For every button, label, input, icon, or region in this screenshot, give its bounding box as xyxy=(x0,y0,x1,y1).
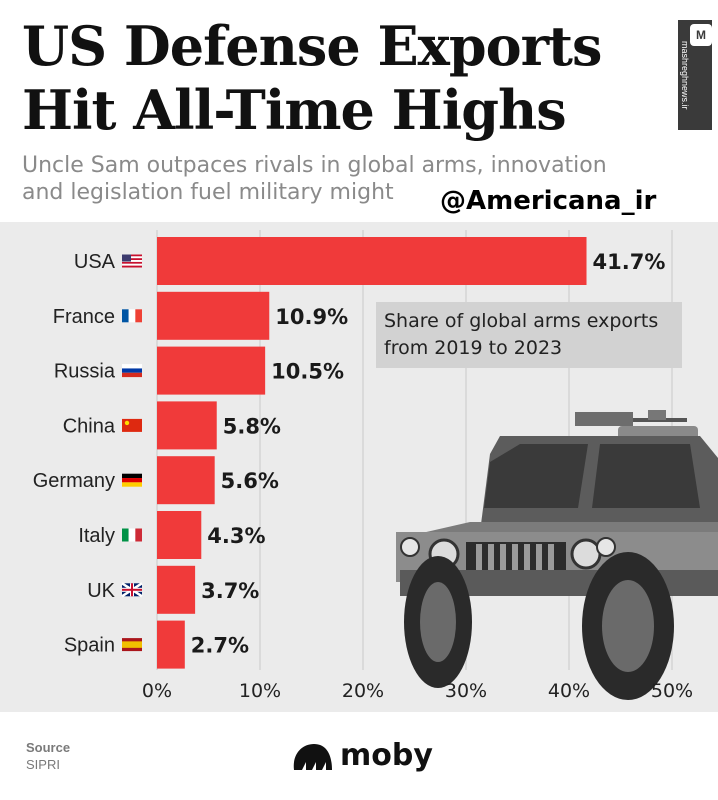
value-label: 5.6% xyxy=(221,469,279,493)
subtitle-line-2: and legislation fuel military might xyxy=(22,180,394,205)
source-value: SIPRI xyxy=(26,757,60,772)
x-tick-label: 40% xyxy=(548,680,590,702)
x-tick-label: 0% xyxy=(142,680,172,702)
title-line-1: US Defense Exports xyxy=(22,14,602,78)
uk-flag-icon xyxy=(121,582,143,598)
spain-flag-icon xyxy=(122,638,142,652)
usa-flag-icon xyxy=(122,254,142,268)
value-label: 5.8% xyxy=(223,414,281,438)
x-tick-label: 30% xyxy=(445,680,487,702)
bar-italy xyxy=(157,511,202,559)
bar-spain xyxy=(157,620,185,669)
x-axis-ticks: 0% 10% 20% 30% 40% 50% xyxy=(142,680,693,702)
chart-annotation: Share of global arms exports from 2019 t… xyxy=(376,302,682,368)
bars: USA 41.7% France 10.9% Russia 10.5% China 5.8% G… xyxy=(33,237,666,669)
subtitle: Uncle Sam outpaces rivals in global arms… xyxy=(22,152,672,206)
bar-china xyxy=(157,401,217,450)
value-label: 41.7% xyxy=(593,250,666,274)
bar-russia xyxy=(157,346,266,395)
category-label: France xyxy=(53,306,115,328)
value-label: 10.9% xyxy=(275,305,348,329)
bar-uk xyxy=(157,565,196,614)
annotation-line-2: from 2019 to 2023 xyxy=(384,337,563,359)
footer: Source SIPRI moby xyxy=(0,712,718,800)
page-title: US Defense Exports Hit All-Time Highs xyxy=(22,14,662,142)
italy-flag-icon xyxy=(122,528,142,542)
category-label: Spain xyxy=(64,635,115,657)
russia-flag-icon xyxy=(122,364,142,378)
subtitle-line-1: Uncle Sam outpaces rivals in global arms… xyxy=(22,153,607,178)
x-tick-label: 20% xyxy=(342,680,384,702)
humvee-illustration xyxy=(396,410,718,700)
category-label: China xyxy=(63,415,116,437)
category-label: UK xyxy=(87,580,115,602)
x-tick-label: 10% xyxy=(239,680,281,702)
china-flag-icon xyxy=(122,418,142,432)
brand-name: moby xyxy=(340,738,433,773)
value-label: 4.3% xyxy=(207,524,265,548)
category-label: Germany xyxy=(33,470,115,492)
whale-icon xyxy=(293,744,332,770)
france-flag-icon xyxy=(122,309,142,323)
watermark-logo-icon: M xyxy=(690,24,712,46)
value-label: 10.5% xyxy=(271,360,344,384)
value-label: 3.7% xyxy=(201,579,259,603)
bar-chart: USA 41.7% France 10.9% Russia 10.5% China 5.8% G… xyxy=(33,230,718,702)
annotation-line-1: Share of global arms exports xyxy=(384,310,659,332)
watermark-text: mashreghnews.ir xyxy=(680,40,690,110)
category-label: Russia xyxy=(54,361,116,383)
x-tick-label: 50% xyxy=(651,680,693,702)
chart-area: USA 41.7% France 10.9% Russia 10.5% China 5.8% G… xyxy=(0,222,718,712)
bar-usa xyxy=(157,237,587,285)
germany-flag-icon xyxy=(122,473,142,487)
source-label: Source xyxy=(26,740,71,755)
title-line-2: Hit All-Time Highs xyxy=(22,78,567,142)
bar-germany xyxy=(157,456,215,505)
social-handle: @Americana_ir xyxy=(440,186,657,216)
watermark: M mashreghnews.ir xyxy=(678,20,712,130)
value-label: 2.7% xyxy=(191,634,249,658)
category-label: Italy xyxy=(78,525,115,547)
category-label: USA xyxy=(74,251,116,273)
bar-france xyxy=(157,291,270,340)
